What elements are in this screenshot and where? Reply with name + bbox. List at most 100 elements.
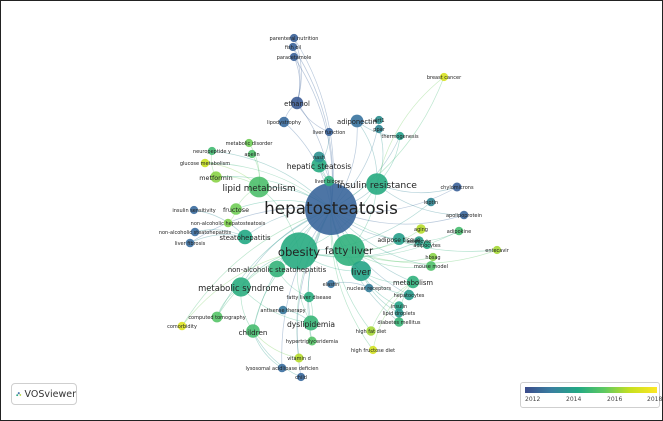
node-metformin[interactable] [210,171,222,183]
label-vitamin-d[interactable]: vitamin d [287,356,311,362]
label-fatty-liver[interactable]: fatty liver [325,246,374,257]
node-comorbidity[interactable] [177,321,187,331]
node-hbsag[interactable] [428,252,438,262]
node-chylomicrons[interactable] [452,182,462,192]
label-elastin[interactable]: elastin [323,282,340,288]
label-adipose-tissue[interactable]: adipose tissue [377,237,420,244]
node-obesity[interactable] [280,232,318,270]
label-hepatic-steatosis[interactable]: hepatic steatosis [287,162,352,171]
node-leptin[interactable] [426,197,436,207]
label-insulin-sensitivity[interactable]: insulin sensitivity [172,208,215,214]
node-lysosomal-acid-lipase-deficien[interactable] [277,363,287,373]
label-fish-oil[interactable]: fish oil [285,45,301,51]
node-liver-function[interactable] [324,127,334,137]
node-lipodystrophy[interactable] [278,116,290,128]
node-aging[interactable] [416,224,426,234]
node-vitamin-d[interactable] [294,353,304,363]
node-hepatosteatosis[interactable] [305,183,357,235]
node-antisense-therapy[interactable] [278,305,288,315]
label-aging[interactable]: aging [414,227,428,233]
label-fructose[interactable]: fructose [223,206,249,214]
node-adipocyte[interactable] [414,236,424,246]
label-adipokine[interactable]: adipokine [447,229,471,235]
label-adiponectin[interactable]: adiponectin [337,118,377,126]
label-paracetamole[interactable]: paracetamole [277,55,312,61]
node-insulin-sensitivity[interactable] [189,205,199,215]
node-sirt1[interactable] [374,115,384,125]
label-comorbidity[interactable]: comorbidity [167,324,197,330]
node-adipose-tissue[interactable] [393,233,405,245]
label-parenteral-nutrition[interactable]: parenteral nutrition [270,36,319,42]
node-thermogenesis[interactable] [395,131,405,141]
node-child[interactable] [296,372,306,382]
label-insulin[interactable]: insulin [391,304,407,310]
label-mouse-model[interactable]: mouse model [414,264,448,270]
node-lipid-metabolism[interactable] [248,176,270,198]
label-nuclear-receptors[interactable]: nuclear receptors [347,286,391,292]
node-non-alcoholic-steatohepatitis[interactable] [268,260,286,278]
label-high-fructose-diet[interactable]: high fructose diet [351,348,395,354]
label-lipid-droplets[interactable]: lipid droplets [383,311,416,317]
node-mouse-model[interactable] [426,261,436,271]
node-metabolic-disorder[interactable] [244,138,254,148]
node-parenteral-nutrition[interactable] [289,33,299,43]
label-nash[interactable]: nash [313,155,325,161]
node-lipid-droplets[interactable] [394,308,404,318]
label-lipodystrophy[interactable]: lipodystrophy [267,120,301,126]
node-metabolic-syndrome[interactable] [231,277,251,297]
node-diabetes-mellitus[interactable] [394,317,404,327]
node-nuclear-receptors[interactable] [364,283,374,293]
label-thermogenesis[interactable]: thermogenesis [381,134,419,140]
label-liver-biopsy[interactable]: liver biopsy [315,179,344,185]
label-obesity[interactable]: obesity [278,245,320,259]
node-fatty-liver-disease[interactable] [303,291,315,303]
label-steatohepatitis[interactable]: steatohepatitis [220,234,271,242]
node-entecavir[interactable] [492,245,502,255]
label-child[interactable]: child [295,375,307,381]
label-sirt1[interactable]: sirt1 [373,118,384,124]
label-leptin[interactable]: leptin [424,200,438,206]
label-hypertriglyceridemia[interactable]: hypertriglyceridemia [286,339,338,345]
label-metabolic-disorder[interactable]: metabolic disorder [226,141,274,147]
node-computed-tomography[interactable] [211,311,223,323]
node-dyslipidemia[interactable] [303,315,319,331]
label-apolipoprotein[interactable]: apolipoprotein [446,213,482,219]
label-apelin[interactable]: apelin [244,152,259,158]
node-hepatic-steatosis[interactable] [311,157,327,173]
node-nash[interactable] [313,151,325,163]
node-glucose-metabolism[interactable] [200,158,210,168]
label-dyslipidemia[interactable]: dyslipidemia [287,320,335,329]
node-ethanol[interactable] [290,96,304,110]
label-ppar[interactable]: ppar [373,127,385,133]
label-ethanol[interactable]: ethanol [284,100,310,108]
label-antisense-therapy[interactable]: antisense therapy [260,308,305,314]
label-neuropeptide-y[interactable]: neuropeptide y [193,149,231,155]
label-adipocytes[interactable]: adipocytes [413,243,441,249]
node-paracetamole[interactable] [289,52,299,62]
label-liver[interactable]: liver [351,268,371,278]
node-breast-cancer[interactable] [439,72,449,82]
node-liver-biopsy[interactable] [323,175,335,187]
label-breast-cancer[interactable]: breast cancer [427,75,462,81]
label-diabetes-mellitus[interactable]: diabetes mellitus [378,320,421,326]
node-ppar[interactable] [374,124,384,134]
label-non-alcoholic-steatohepatitis-2[interactable]: non-alcoholic steatohepatitis [159,230,232,236]
label-liver-function[interactable]: liver function [313,130,346,136]
vosviewer-logo[interactable]: VOSviewer [11,383,77,405]
label-metformin[interactable]: metformin [199,174,232,182]
node-adiponectin[interactable] [350,114,364,128]
node-elastin[interactable] [326,279,336,289]
node-fructose[interactable] [230,203,242,215]
label-lipid-metabolism[interactable]: lipid metabolism [222,184,295,194]
label-fatty-liver-disease[interactable]: fatty liver disease [287,295,332,301]
label-lysosomal-acid-lipase-deficien[interactable]: lysosomal acidlipase deficien [245,366,318,372]
node-hepatocytes[interactable] [403,289,415,301]
label-children[interactable]: children [239,328,268,337]
label-hepatocytes[interactable]: hepatocytes [394,293,425,299]
label-insulin-resistance[interactable]: insulin resistance [337,180,417,191]
label-glucose-metabolism[interactable]: glucose metabolism [180,161,230,167]
label-high-fat-diet[interactable]: high fat diet [356,329,387,335]
node-insulin-resistance[interactable] [366,173,388,195]
node-adipokine[interactable] [454,226,464,236]
